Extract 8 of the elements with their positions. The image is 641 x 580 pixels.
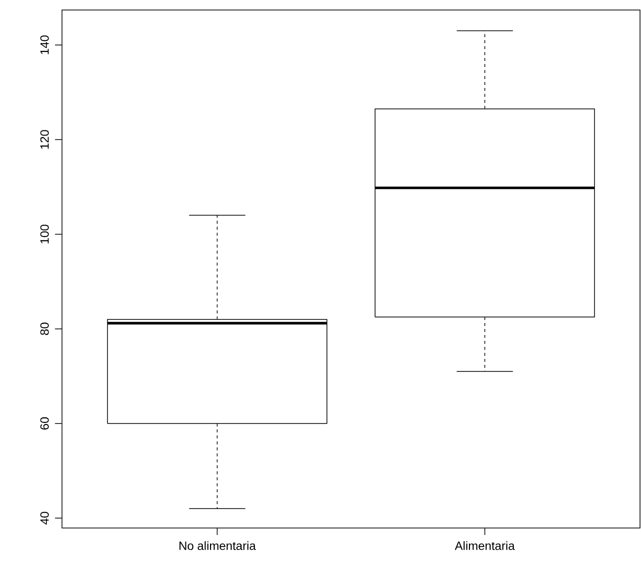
y-tick-label: 140 xyxy=(40,35,49,54)
y-tick-label: 100 xyxy=(40,224,49,244)
x-tick-label: Alimentaria xyxy=(454,541,515,550)
y-tick-label: 120 xyxy=(40,130,49,149)
y-tick-label: 60 xyxy=(40,417,49,430)
x-tick-label: No alimentaria xyxy=(180,541,256,550)
y-tick-label: 40 xyxy=(40,512,49,524)
y-tick-label: 80 xyxy=(40,322,49,335)
